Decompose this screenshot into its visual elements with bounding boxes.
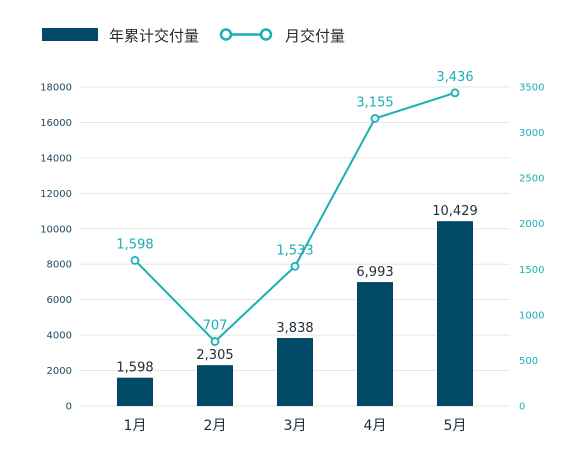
line-value-label: 3,155 <box>356 95 393 110</box>
legend-bar-swatch <box>42 28 98 41</box>
bar-value-label: 2,305 <box>196 348 233 363</box>
x-tick-label: 4月 <box>364 418 387 434</box>
line-point <box>370 114 380 123</box>
y-left-tick-label: 18000 <box>40 83 72 94</box>
y-right-tick-label: 0 <box>519 402 525 413</box>
bar-value-label: 10,429 <box>432 204 478 219</box>
legend-line-swatch <box>219 28 273 41</box>
bar <box>437 221 473 406</box>
bar <box>197 365 233 406</box>
y-right-tick-label: 3500 <box>519 83 544 94</box>
y-left-tick-label: 10000 <box>40 224 72 235</box>
bar-value-label: 3,838 <box>276 321 313 336</box>
x-tick-label: 5月 <box>444 418 467 434</box>
bar <box>277 337 313 406</box>
line-point <box>130 255 140 265</box>
bar <box>117 377 153 406</box>
x-tick-label: 3月 <box>284 418 307 434</box>
y-right-tick-label: 2500 <box>519 174 544 185</box>
y-left-tick-label: 12000 <box>40 189 72 200</box>
bar-series: 1,598 2,305 3,838 6,993 10,429 <box>116 204 478 406</box>
legend-bar-label: 年累计交付量 <box>109 27 199 45</box>
y-left-tick-label: 2000 <box>47 366 72 377</box>
legend-line-label: 月交付量 <box>285 27 345 45</box>
line-point <box>290 261 300 271</box>
y-left-tick-label: 16000 <box>40 118 72 129</box>
x-tick-label: 2月 <box>204 418 227 434</box>
y-right-tick-label: 1500 <box>519 265 544 276</box>
y-right-tick-label: 1000 <box>519 310 544 321</box>
bar-value-label: 1,598 <box>116 361 153 376</box>
series-line <box>134 91 456 343</box>
line-value-label: 3,436 <box>436 70 473 85</box>
x-tick-label: 1月 <box>124 418 147 434</box>
line-point <box>450 88 460 98</box>
x-axis: 1月 2月 3月 4月 5月 <box>124 418 467 434</box>
line-series: 1,598 707 1,533 3,155 3,436 <box>116 70 474 346</box>
y-right-tick-label: 500 <box>519 356 538 367</box>
y-right-tick-label: 2000 <box>519 219 544 230</box>
y-left-tick-label: 4000 <box>47 331 72 342</box>
y-axis-right: 0 500 1000 1500 2000 2500 3000 3500 <box>519 83 544 413</box>
y-left-tick-label: 8000 <box>47 260 72 271</box>
legend: 年累计交付量 月交付量 <box>42 27 345 45</box>
bar <box>357 282 393 406</box>
y-axis-left: 0 2000 4000 6000 8000 10000 12000 14000 16000 180… <box>40 83 72 413</box>
y-right-tick-label: 3000 <box>519 128 544 139</box>
bar-value-label: 6,993 <box>356 265 393 280</box>
line-value-label: 1,533 <box>276 243 313 258</box>
line-point <box>210 337 220 346</box>
y-left-tick-label: 14000 <box>40 153 72 164</box>
y-left-tick-label: 6000 <box>47 295 72 306</box>
line-value-label: 1,598 <box>116 237 153 252</box>
y-left-tick-label: 0 <box>66 402 72 413</box>
line-value-label: 707 <box>203 319 228 334</box>
